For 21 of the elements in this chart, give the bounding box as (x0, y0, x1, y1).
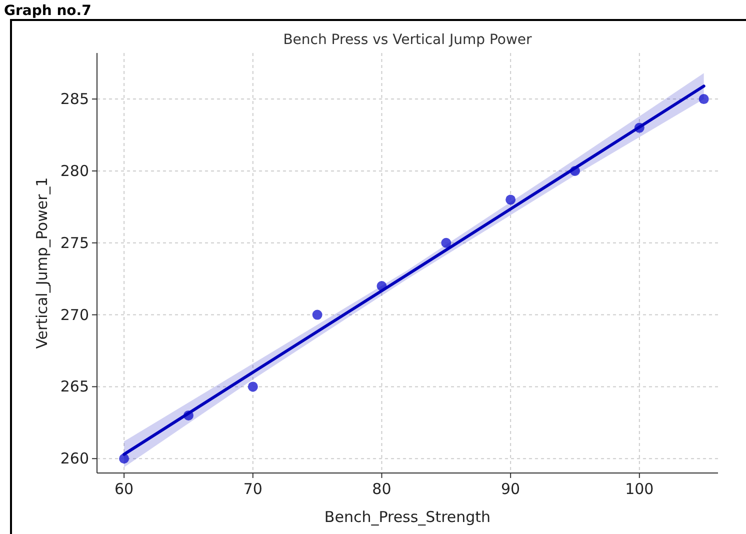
x-tick-label: 100 (625, 480, 654, 498)
y-tick-label: 270 (60, 306, 89, 324)
y-tick-label: 260 (60, 450, 89, 468)
y-tick-label: 265 (60, 378, 89, 396)
point (119, 454, 130, 464)
point (698, 94, 709, 104)
y-tick-label: 285 (60, 90, 89, 108)
chart-title: Bench Press vs Vertical Jump Power (283, 32, 532, 48)
point (248, 382, 258, 392)
y-tick-label: 275 (60, 234, 89, 252)
y-tick-label: 280 (60, 162, 89, 180)
x-tick-label: 80 (372, 480, 392, 498)
point (506, 194, 516, 205)
x-tick-label: 90 (501, 480, 520, 498)
text: Graph no.7 (4, 3, 92, 19)
point (312, 310, 322, 320)
x-axis-title: Bench_Press_Strength (324, 508, 491, 526)
x-tick-label: 70 (243, 480, 262, 498)
point (441, 238, 452, 248)
x-tick-label: 60 (114, 480, 134, 498)
y-axis-title: Vertical_Jump_Power_1 (33, 177, 51, 349)
